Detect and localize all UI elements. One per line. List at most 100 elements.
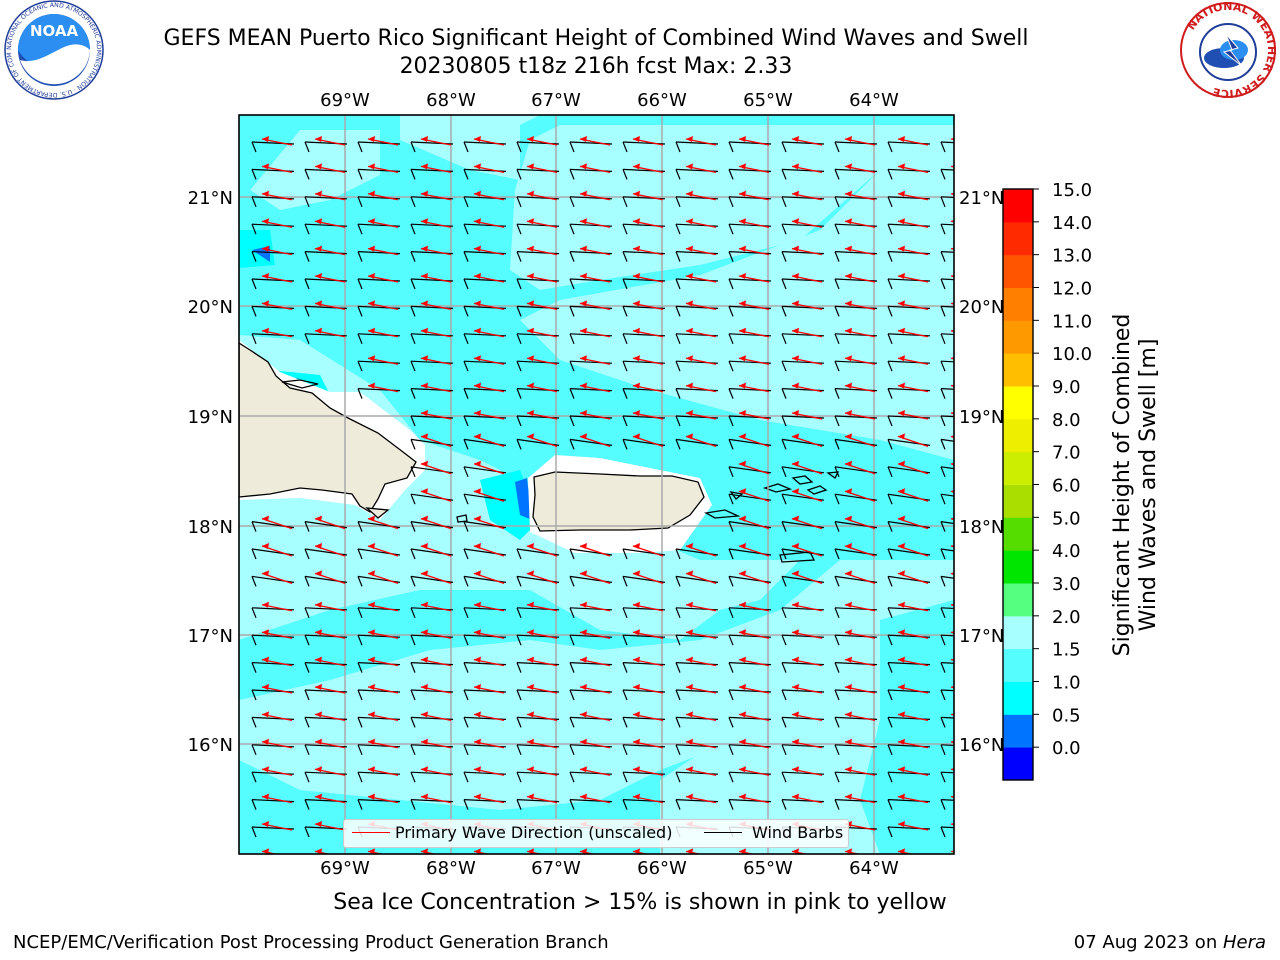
wind-barb-flag xyxy=(516,689,522,701)
wave-arrow-head xyxy=(845,711,852,718)
wave-arrow-head xyxy=(527,190,534,197)
wind-barb-flag xyxy=(834,466,840,478)
wind-barb-flag xyxy=(675,576,681,587)
land-saona xyxy=(365,507,390,519)
wind-barb-flag xyxy=(569,169,575,180)
wave-arrow-head xyxy=(845,738,852,745)
wind-barb-flag xyxy=(357,634,363,646)
wind-barb-flag xyxy=(940,548,946,560)
wind-barb-flag xyxy=(781,223,787,235)
wave-arrow-head xyxy=(368,190,375,197)
colorbar-tick-label: 4.0 xyxy=(1052,541,1081,562)
lat-label-right: 21°N xyxy=(959,188,1004,209)
wave-arrow-head xyxy=(792,163,799,170)
wind-barb-flag xyxy=(834,521,840,532)
wind-barb-flag xyxy=(940,717,946,728)
wind-barb-flag xyxy=(410,662,416,673)
wave-arrow-head xyxy=(739,629,746,636)
wind-barb-flag xyxy=(410,689,416,701)
legend-barb-swatch xyxy=(704,832,742,833)
wind-barb-flag xyxy=(251,771,257,783)
wind-barb-flag xyxy=(569,223,575,235)
wind-barb xyxy=(940,521,954,525)
wave-arrow-head xyxy=(262,245,269,252)
wave-arrow-head xyxy=(845,684,852,690)
colorbar-swatch xyxy=(1003,648,1033,682)
wave-arrow-head xyxy=(898,245,905,252)
lon-label-bottom: 66°W xyxy=(637,858,687,879)
lon-label-top: 68°W xyxy=(426,90,476,111)
colorbar-tick-label: 7.0 xyxy=(1052,443,1081,464)
wind-barb-flag xyxy=(357,223,363,235)
footer-date: 07 Aug 2023 on Hera xyxy=(1074,932,1266,953)
wave-arrow-head xyxy=(421,684,428,690)
wave-arrow-head xyxy=(315,273,322,279)
wind-barb-flag xyxy=(834,548,840,560)
wave-arrow-head xyxy=(580,245,587,252)
wind-barb-flag xyxy=(463,607,469,619)
lon-label-top: 66°W xyxy=(637,90,687,111)
wind-barb-flag xyxy=(569,662,575,673)
wind-barb-flag xyxy=(410,251,416,262)
wave-arrow-head xyxy=(315,515,322,522)
wave-arrow-head xyxy=(368,570,375,577)
wave-arrow-head xyxy=(792,793,799,800)
wave-arrow-head xyxy=(739,433,746,440)
wind-barb-flag xyxy=(410,439,416,450)
wave-arrow xyxy=(950,850,954,853)
wind-barb-flag xyxy=(304,333,310,345)
wave-arrow-head xyxy=(633,570,640,577)
wave-arrow-head xyxy=(686,684,693,690)
wind-barb-flag xyxy=(728,576,734,587)
wave-arrow-head xyxy=(739,190,746,197)
wave-arrow-head xyxy=(262,136,269,142)
wind-barb-flag xyxy=(569,141,575,153)
wind-barb-flag xyxy=(887,548,893,560)
legend: Primary Wave Direction (unscaled) Wind B… xyxy=(343,819,849,848)
wind-barb-flag xyxy=(940,662,946,673)
wind-barb-flag xyxy=(675,634,681,646)
wave-arrow-head xyxy=(633,711,640,718)
wind-barb-flag xyxy=(251,333,257,345)
wave-arrow-head xyxy=(792,629,799,636)
wind-barb-flag xyxy=(887,223,893,235)
wind-barb-flag xyxy=(410,141,416,153)
wave-arrow-head xyxy=(421,738,428,745)
wind-barb xyxy=(940,689,954,692)
wave-arrow-head xyxy=(262,848,269,854)
wave-arrow-head xyxy=(315,570,322,577)
wind-barb-flag xyxy=(357,548,363,560)
wind-barb-flag xyxy=(357,662,363,673)
colorbar-tick-label: 14.0 xyxy=(1052,213,1092,234)
wave-arrow-head xyxy=(474,684,481,690)
wind-barb-flag xyxy=(940,415,946,427)
wind-barb-flag xyxy=(887,415,893,427)
wave-arrow-head xyxy=(527,793,534,800)
wave-arrow-head xyxy=(739,460,746,467)
wind-barb xyxy=(940,360,954,363)
wave-arrow-head xyxy=(368,738,375,745)
land-puerto-rico xyxy=(532,471,705,532)
wind-barb-flag xyxy=(569,771,575,783)
colorbar-swatch xyxy=(1003,189,1033,223)
wave-arrow-head xyxy=(845,543,852,549)
wind-barb-flag xyxy=(781,493,787,505)
land-st-croix xyxy=(779,551,816,563)
wind-barb-flag xyxy=(781,196,787,208)
wave-arrow-head xyxy=(686,711,693,718)
wind-barb-flag xyxy=(728,360,734,372)
colorbar: 15.0 14.0 13.0 12.0 11.0 10.0 9.0 8.0 7.0 6.0 5.0 4… xyxy=(1002,180,1092,781)
wind-barb-flag xyxy=(304,251,310,262)
wind-barb-flag xyxy=(781,576,787,587)
wind-barb xyxy=(940,548,954,552)
wind-barb-flag xyxy=(834,744,840,756)
wind-barb-flag xyxy=(463,576,469,587)
colorbar-tick-label: 1.5 xyxy=(1052,640,1081,661)
wind-barb-flag xyxy=(781,634,787,646)
wave-arrow-head xyxy=(898,515,905,522)
wave-arrow-head xyxy=(368,245,375,252)
lon-label-bottom: 64°W xyxy=(849,858,899,879)
wave-arrow-head xyxy=(792,410,799,416)
wave-arrow xyxy=(950,165,954,168)
wave-arrow-head xyxy=(792,601,799,608)
